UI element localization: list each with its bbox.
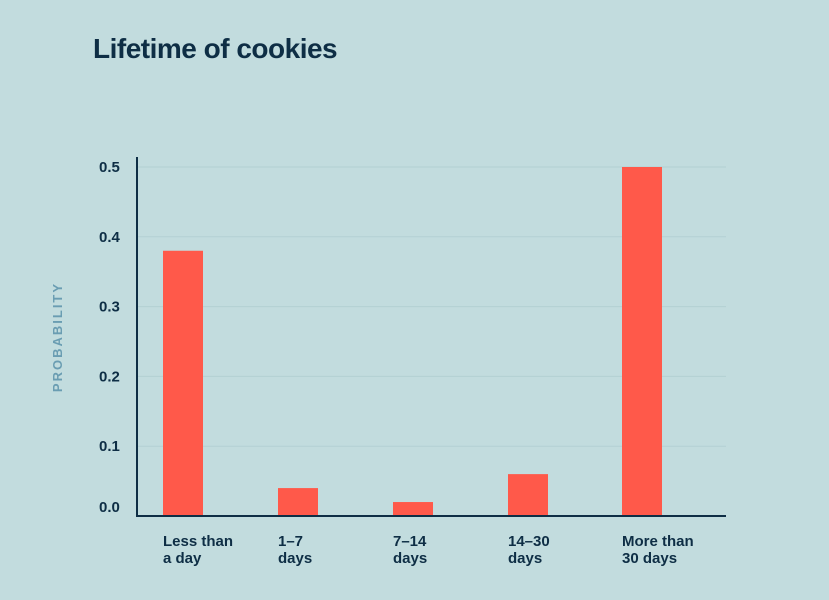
x-tick-label: 14–30 days (508, 533, 550, 567)
y-tick-label: 0.2 (99, 368, 120, 385)
bar (393, 502, 433, 516)
bars (163, 167, 662, 516)
bar (278, 488, 318, 516)
y-axis-title: PROBABILITY (50, 282, 65, 392)
y-tick-label: 0.4 (99, 229, 121, 246)
bar (163, 250, 203, 516)
axes (136, 157, 726, 517)
y-tick-label: 0.3 (99, 299, 120, 316)
x-tick-label: 1–7 days (278, 533, 312, 567)
x-tick-labels: Less than a day 1–7 days 7–14 days 14–30 days Mo… (163, 533, 694, 567)
x-tick-label: More than 30 days (622, 533, 694, 567)
bar (508, 474, 548, 516)
x-tick-label: Less than a day (163, 533, 233, 567)
y-tick-label: 0.0 (99, 499, 120, 516)
y-tick-labels: 0.0 0.1 0.2 0.3 0.4 0.5 (99, 159, 121, 516)
bar (622, 167, 662, 516)
chart-title: Lifetime of cookies (93, 33, 338, 64)
y-tick-label: 0.5 (99, 159, 120, 176)
y-tick-label: 0.1 (99, 438, 120, 455)
x-tick-label: 7–14 days (393, 533, 427, 567)
